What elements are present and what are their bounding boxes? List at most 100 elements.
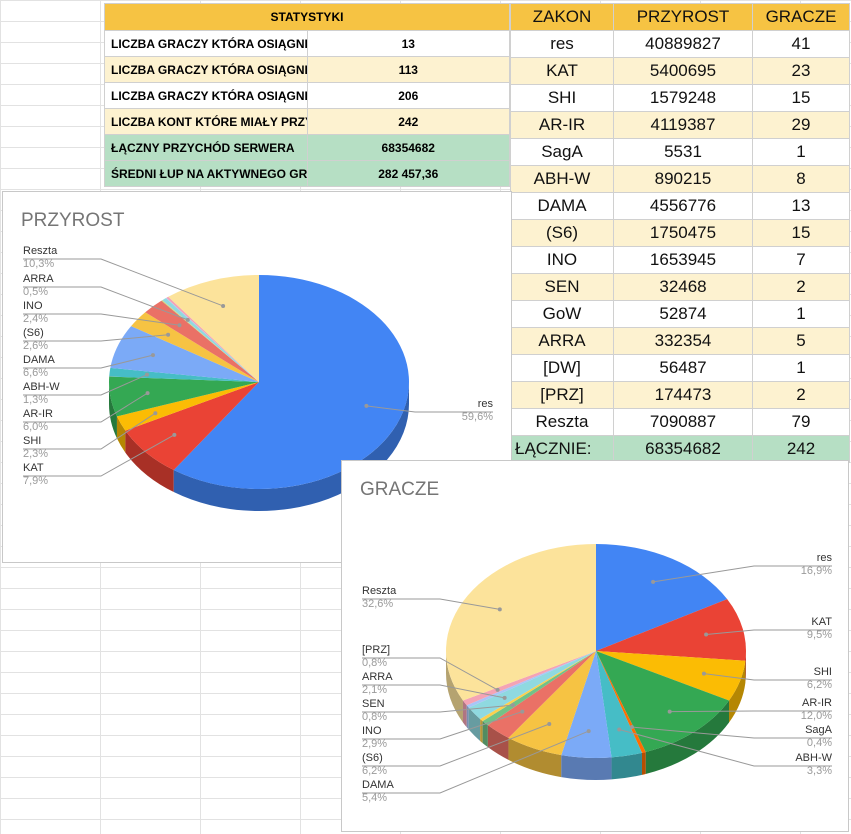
slice-shi[interactable] bbox=[596, 651, 746, 701]
clan-players[interactable]: 23 bbox=[752, 57, 850, 85]
leader-dot bbox=[617, 727, 622, 732]
clans-total-growth[interactable]: 68354682 bbox=[613, 435, 753, 463]
slice-ino[interactable] bbox=[145, 300, 259, 382]
clan-growth[interactable]: 5531 bbox=[613, 138, 753, 166]
clan-growth[interactable]: 890215 bbox=[613, 165, 753, 193]
leader-dot bbox=[667, 709, 672, 714]
clan-growth[interactable]: 1653945 bbox=[613, 246, 753, 274]
slice-saga[interactable] bbox=[109, 376, 260, 382]
clan-name[interactable]: res bbox=[510, 30, 614, 58]
clan-growth[interactable]: 1750475 bbox=[613, 219, 753, 247]
chart-title: GRACZE bbox=[360, 479, 440, 500]
clan-name[interactable]: Reszta bbox=[510, 408, 614, 436]
slice-label-res: res bbox=[478, 398, 494, 410]
slice-ar-ir[interactable] bbox=[596, 651, 730, 752]
clan-players[interactable]: 29 bbox=[752, 111, 850, 139]
stats-table: STATYSTYKI LICZBA GRACZY KTÓRA OSIĄGNĘŁA… bbox=[104, 3, 510, 187]
clan-players[interactable]: 8 bbox=[752, 165, 850, 193]
clan-growth[interactable]: 4119387 bbox=[613, 111, 753, 139]
clan-players[interactable]: 41 bbox=[752, 30, 850, 58]
przyrost-chart-panel[interactable]: PRZYROST Reszta 10,3% ARRA 0,5% INO 2,4% (S6) 2… bbox=[2, 191, 512, 563]
clan-name[interactable]: [DW] bbox=[510, 354, 614, 382]
slice-ar-ir[interactable] bbox=[109, 376, 259, 417]
slice-res[interactable] bbox=[173, 275, 410, 489]
clan-players[interactable]: 2 bbox=[752, 273, 850, 301]
clan-name[interactable]: (S6) bbox=[510, 219, 614, 247]
clan-name[interactable]: DAMA bbox=[510, 192, 614, 220]
clans-total-label[interactable]: ŁĄCZNIE: bbox=[510, 435, 614, 463]
clan-growth[interactable]: 52874 bbox=[613, 300, 753, 328]
stats-label[interactable]: LICZBA KONT KTÓRE MIAŁY PRZYROSTY bbox=[104, 108, 308, 135]
clan-growth[interactable]: 56487 bbox=[613, 354, 753, 382]
slice-res[interactable] bbox=[596, 544, 728, 651]
clan-growth[interactable]: 40889827 bbox=[613, 30, 753, 58]
clan-name[interactable]: SagA bbox=[510, 138, 614, 166]
clan-growth[interactable]: 174473 bbox=[613, 381, 753, 409]
clan-players[interactable]: 5 bbox=[752, 327, 850, 355]
gracze-chart-panel[interactable]: GRACZE res 16,9% KAT 9,5% SHI 6,2% AR-IR 12,0% S… bbox=[341, 460, 849, 832]
slice-s6[interactable] bbox=[131, 312, 259, 382]
stats-value[interactable]: 242 bbox=[306, 108, 510, 135]
slice-dama[interactable] bbox=[110, 326, 259, 382]
stats-value[interactable]: 68354682 bbox=[306, 134, 510, 161]
clan-name[interactable]: SEN bbox=[510, 273, 614, 301]
clan-name[interactable]: KAT bbox=[510, 57, 614, 85]
przyrost-pie-chart[interactable]: Reszta10,3%ARRA0,5%INO2,4%(S6)2,6%DAMA6,… bbox=[3, 192, 511, 562]
slice-ino[interactable] bbox=[487, 651, 596, 738]
clan-players[interactable]: 13 bbox=[752, 192, 850, 220]
slice-abh-w[interactable] bbox=[109, 367, 260, 382]
clan-players[interactable]: 15 bbox=[752, 84, 850, 112]
slice-percent-reszta: 10,3% bbox=[23, 258, 54, 270]
clan-name[interactable]: ABH-W bbox=[510, 165, 614, 193]
clans-header-zakon[interactable]: ZAKON bbox=[510, 3, 614, 31]
stats-value[interactable]: 206 bbox=[306, 82, 510, 109]
clan-players[interactable]: 2 bbox=[752, 381, 850, 409]
clans-total-players[interactable]: 242 bbox=[752, 435, 850, 463]
clan-name[interactable]: AR-IR bbox=[510, 111, 614, 139]
slice-shi[interactable] bbox=[116, 382, 260, 431]
slice-gow[interactable] bbox=[480, 651, 596, 722]
clans-header-przyrost[interactable]: PRZYROST bbox=[613, 3, 753, 31]
slice-kat[interactable] bbox=[125, 382, 259, 471]
clan-players[interactable]: 1 bbox=[752, 138, 850, 166]
stats-label[interactable]: ŁĄCZNY PRZYCHÓD SERWERA bbox=[104, 134, 308, 161]
slice-abh-w[interactable] bbox=[596, 651, 642, 758]
clans-header-gracze[interactable]: GRACZE bbox=[752, 3, 850, 31]
slice-arra[interactable] bbox=[468, 651, 596, 719]
slice-dama[interactable] bbox=[561, 651, 612, 758]
clan-growth[interactable]: 4556776 bbox=[613, 192, 753, 220]
clan-name[interactable]: SHI bbox=[510, 84, 614, 112]
stats-value[interactable]: 282 457,36 bbox=[306, 160, 510, 187]
slice-sen[interactable] bbox=[482, 651, 596, 726]
clan-name[interactable]: GoW bbox=[510, 300, 614, 328]
stats-label[interactable]: ŚREDNI ŁUP NA AKTYWNEGO GRACZA bbox=[104, 160, 308, 187]
clan-growth[interactable]: 5400695 bbox=[613, 57, 753, 85]
leader-line bbox=[23, 334, 169, 342]
clan-players[interactable]: 15 bbox=[752, 219, 850, 247]
clan-growth[interactable]: 332354 bbox=[613, 327, 753, 355]
clan-players[interactable]: 7 bbox=[752, 246, 850, 274]
clan-name[interactable]: [PRZ] bbox=[510, 381, 614, 409]
slice-reszta[interactable] bbox=[446, 544, 596, 701]
clan-growth[interactable]: 7090887 bbox=[613, 408, 753, 436]
stats-value[interactable]: 113 bbox=[306, 56, 510, 83]
slice-dw[interactable] bbox=[466, 651, 596, 708]
stats-value[interactable]: 13 bbox=[306, 30, 510, 57]
clan-growth[interactable]: 32468 bbox=[613, 273, 753, 301]
stats-label[interactable]: LICZBA GRACZY KTÓRA OSIĄGNĘŁA 10K bbox=[104, 82, 308, 109]
stats-label[interactable]: LICZBA GRACZY KTÓRA OSIĄGNĘŁA MILION bbox=[104, 30, 308, 57]
slice-prz[interactable] bbox=[462, 651, 596, 706]
gracze-pie-chart[interactable]: res16,9%KAT9,5%SHI6,2%AR-IR12,0%SagA0,4%… bbox=[342, 461, 848, 831]
slice-s6[interactable] bbox=[508, 651, 596, 756]
clan-name[interactable]: ARRA bbox=[510, 327, 614, 355]
stats-label[interactable]: LICZBA GRACZY KTÓRA OSIĄGNĘŁA 100K bbox=[104, 56, 308, 83]
slice-sen[interactable] bbox=[161, 300, 259, 382]
clan-name[interactable]: INO bbox=[510, 246, 614, 274]
clan-players[interactable]: 79 bbox=[752, 408, 850, 436]
clan-players[interactable]: 1 bbox=[752, 300, 850, 328]
slice-kat[interactable] bbox=[596, 599, 746, 661]
clan-growth[interactable]: 1579248 bbox=[613, 84, 753, 112]
clan-players[interactable]: 1 bbox=[752, 354, 850, 382]
slice-prz[interactable] bbox=[166, 296, 259, 382]
slice-reszta[interactable] bbox=[168, 275, 259, 382]
